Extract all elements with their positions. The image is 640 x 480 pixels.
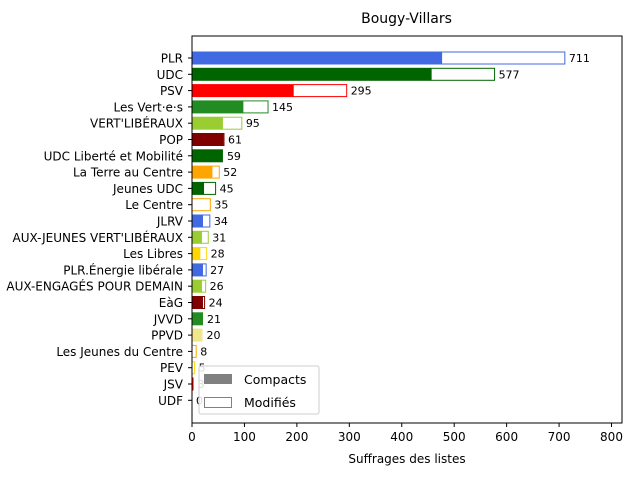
- x-tick-label: 800: [600, 430, 623, 444]
- legend: Compacts Modifiés: [198, 365, 320, 415]
- bar-compacts: [192, 279, 202, 293]
- bar-compacts: [192, 133, 223, 146]
- value-label: 21: [207, 313, 221, 326]
- bar-modifies: [441, 51, 566, 65]
- category-label: PSV: [160, 84, 184, 98]
- bar-modifies: [191, 198, 211, 212]
- category-label: EàG: [159, 296, 183, 310]
- category-label: VERT'LIBÉRAUX: [90, 116, 183, 131]
- category-label: La Terre au Centre: [73, 166, 183, 180]
- bar-modifies: [201, 296, 206, 309]
- value-label: 295: [351, 85, 372, 98]
- category-label: AUX-ENGAGÉS POUR DEMAIN: [6, 279, 183, 294]
- category-label: Les Libres: [123, 247, 183, 261]
- value-label: 31: [212, 231, 226, 244]
- value-label: 577: [499, 68, 520, 81]
- bar-modifies: [292, 84, 348, 98]
- bar-modifies: [211, 165, 220, 179]
- x-axis-label: Suffrages des listes: [348, 452, 465, 466]
- bar-modifies: [203, 181, 217, 195]
- bar-compacts: [192, 67, 432, 81]
- category-label: PPVD: [151, 329, 183, 343]
- value-label: 34: [214, 215, 228, 228]
- category-label: JSV: [163, 378, 184, 392]
- value-label: 35: [214, 199, 228, 212]
- bar-compacts: [192, 263, 203, 277]
- category-label: UDC: [157, 68, 183, 82]
- x-tick-label: 100: [233, 430, 256, 444]
- bar-compacts: [192, 149, 223, 163]
- bar-compacts: [192, 84, 294, 98]
- bar-modifies: [242, 100, 269, 114]
- value-label: 52: [223, 166, 237, 179]
- value-label: 95: [246, 117, 260, 130]
- bar-compacts: [192, 181, 204, 195]
- bar-compacts: [192, 116, 223, 130]
- bar-compacts: [192, 312, 204, 326]
- x-axis-ticks: 0 100 200 300 400 500 600 700 800: [188, 57, 623, 444]
- value-labels: 711 577 295 145 95 61 59 52 45 35 34 31 28 27 26 24 21 20…: [196, 52, 590, 407]
- value-label: 28: [211, 248, 225, 261]
- value-label: 24: [209, 297, 223, 310]
- bar-modifies: [200, 279, 207, 293]
- bar-modifies: [201, 214, 211, 228]
- value-label: 45: [220, 182, 234, 195]
- x-tick-label: 300: [338, 430, 361, 444]
- category-label: PLR.Énergie libérale: [63, 262, 183, 277]
- value-label: 26: [210, 280, 224, 293]
- x-tick-label: 0: [188, 430, 196, 444]
- bar-compacts: [192, 214, 203, 228]
- category-label: UDF: [158, 394, 183, 408]
- x-tick-label: 600: [495, 430, 518, 444]
- value-label: 61: [228, 134, 242, 147]
- bar-modifies: [201, 263, 207, 277]
- value-label: 8: [200, 345, 207, 358]
- chart-title: Bougy-Villars: [361, 11, 452, 27]
- category-labels: PLR UDC PSV Les Vert·e·s VERT'LIBÉRAUX POP UDC…: [6, 52, 183, 408]
- x-tick-label: 500: [443, 430, 466, 444]
- legend-swatch-compacts: [204, 374, 232, 384]
- bar-modifies: [191, 344, 197, 358]
- category-label: AUX-JEUNES VERT'LIBÉRAUX: [13, 230, 184, 245]
- category-label: POP: [159, 133, 183, 147]
- x-tick-label: 400: [390, 430, 413, 444]
- x-tick-label: 200: [285, 430, 308, 444]
- legend-label-compacts: Compacts: [244, 372, 306, 387]
- category-label: PEV: [160, 361, 184, 375]
- legend-label-modifies: Modifiés: [244, 395, 296, 410]
- bar-compacts: [192, 247, 200, 261]
- category-label: JLRV: [156, 215, 184, 229]
- value-label: 145: [272, 101, 293, 114]
- bars: [191, 51, 566, 391]
- bar-modifies: [430, 67, 496, 81]
- category-label: PLR: [161, 52, 183, 66]
- value-label: 20: [206, 329, 220, 342]
- category-label: Les Vert·e·s: [114, 100, 184, 114]
- plot-frame: [191, 35, 623, 424]
- bar-modifies: [221, 116, 243, 130]
- bar-compacts: [192, 328, 203, 342]
- value-label: 27: [210, 264, 224, 277]
- x-tick-label: 700: [548, 430, 571, 444]
- legend-swatch-modifies: [204, 397, 232, 408]
- category-label: UDC Liberté et Mobilité: [44, 149, 183, 163]
- bar-compacts: [192, 51, 442, 65]
- bar-modifies: [200, 230, 209, 244]
- value-label: 711: [569, 52, 590, 65]
- value-label: 59: [227, 150, 241, 163]
- bar-modifies: [199, 247, 208, 261]
- bar-compacts: [192, 377, 194, 391]
- bar-compacts: [192, 296, 203, 309]
- bar-compacts: [192, 230, 202, 244]
- bar-compacts: [192, 165, 212, 179]
- bar-compacts: [192, 100, 243, 114]
- category-label: Les Jeunes du Centre: [56, 345, 183, 359]
- category-label: Le Centre: [125, 198, 183, 212]
- category-label: JVVD: [153, 312, 183, 326]
- bar-modifies: [222, 133, 225, 146]
- category-label: Jeunes UDC: [112, 182, 183, 196]
